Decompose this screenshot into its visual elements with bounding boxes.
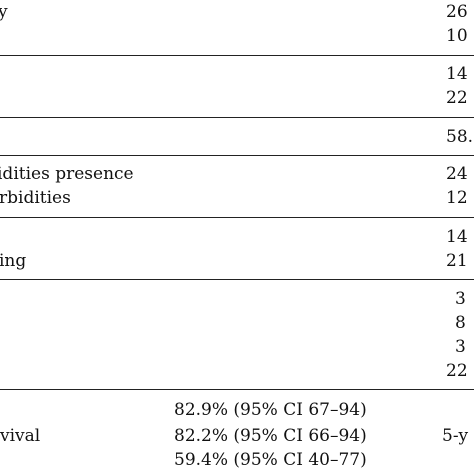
row-value: 3 [455, 289, 466, 309]
survival-value: 82.2% (95% CI 66–94) [174, 426, 367, 446]
table-rule [0, 55, 474, 56]
row-value: 8 [455, 313, 466, 333]
table-rule [0, 389, 474, 390]
table-rule [0, 117, 474, 118]
row-value: 14 [446, 64, 468, 84]
row-label: ing [0, 251, 27, 271]
survival-label: vival [0, 426, 41, 446]
row-value: 3 [455, 337, 466, 357]
table-rule [0, 155, 474, 156]
table-rule [0, 279, 474, 280]
row-value: 26 [446, 2, 468, 22]
row-value: 14 [446, 227, 468, 247]
survival-right-label: 5-y [442, 426, 469, 446]
row-value: 22 [446, 361, 468, 381]
row-value: 24 [446, 164, 468, 184]
row-label: rbidities [0, 188, 71, 208]
row-value: 10 [446, 26, 468, 46]
row-value: 58. [446, 127, 474, 147]
row-value: 12 [446, 188, 468, 208]
row-label: idities presence [0, 164, 134, 184]
table-rule [0, 217, 474, 218]
survival-value: 59.4% (95% CI 40–77) [174, 450, 367, 470]
survival-value: 82.9% (95% CI 67–94) [174, 400, 367, 420]
row-value: 22 [446, 88, 468, 108]
row-value: 21 [446, 251, 468, 271]
row-label: y [0, 2, 8, 22]
